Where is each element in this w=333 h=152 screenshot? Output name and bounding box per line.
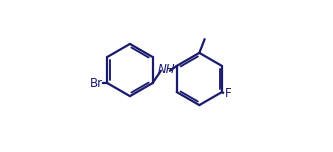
Text: F: F <box>225 87 231 100</box>
Text: NH: NH <box>157 63 175 76</box>
Text: Br: Br <box>90 77 103 90</box>
